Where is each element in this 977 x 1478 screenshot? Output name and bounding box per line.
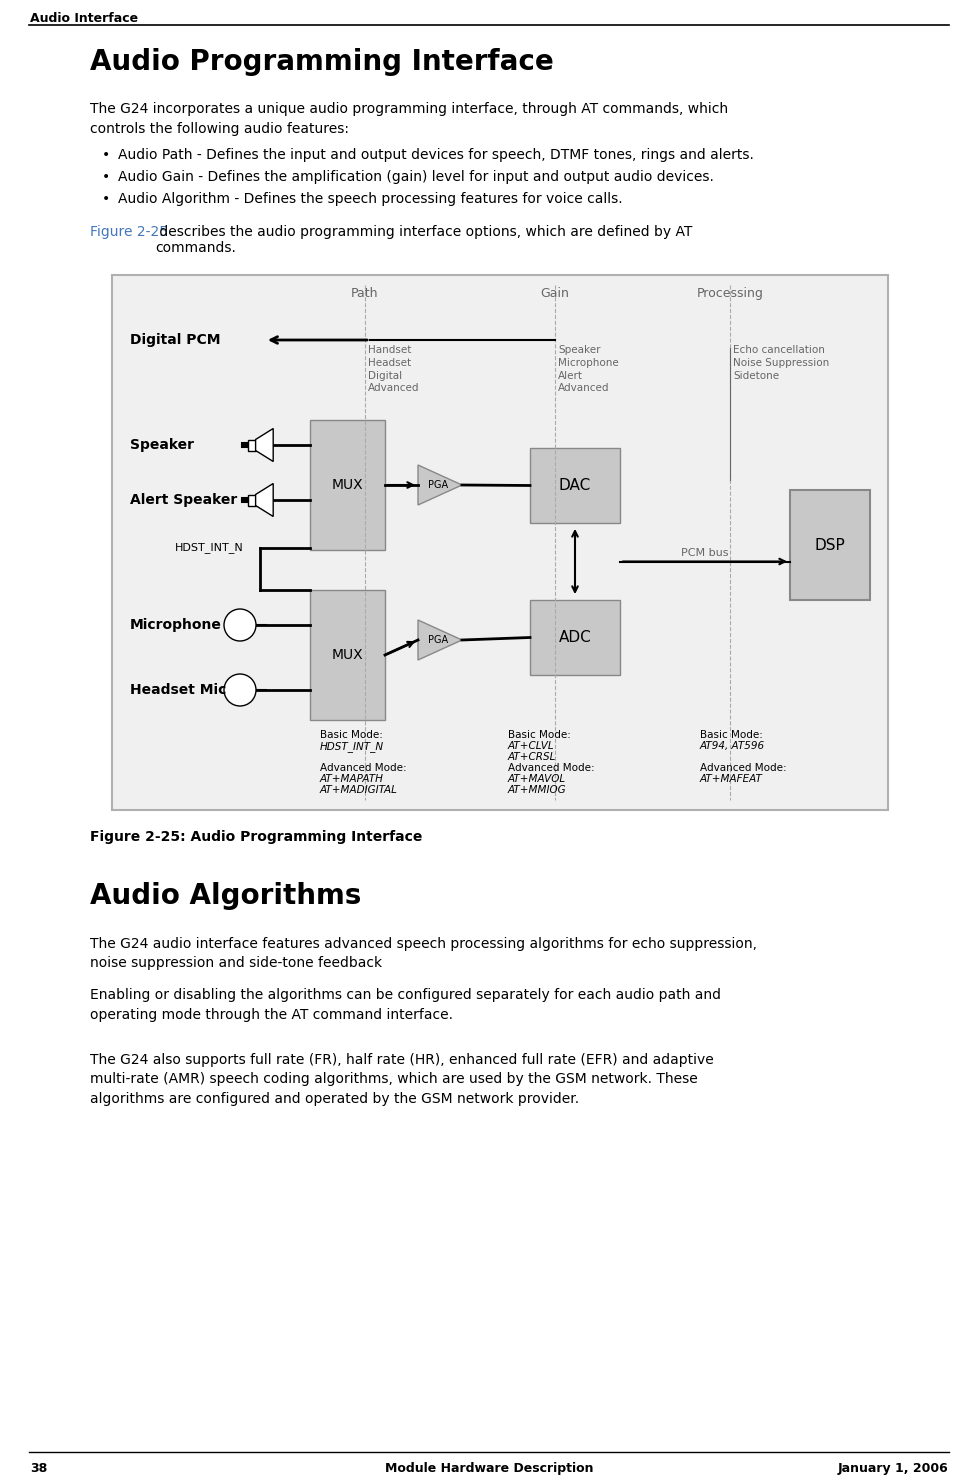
Polygon shape [255, 483, 273, 516]
Circle shape [224, 674, 256, 706]
Text: Digital PCM: Digital PCM [130, 333, 220, 347]
Text: DAC: DAC [558, 477, 590, 494]
Text: Advanced Mode:: Advanced Mode: [507, 763, 594, 773]
Text: Enabling or disabling the algorithms can be configured separately for each audio: Enabling or disabling the algorithms can… [90, 987, 720, 1021]
Polygon shape [255, 429, 273, 461]
Text: AT+MMIOG: AT+MMIOG [507, 785, 566, 795]
Text: The G24 incorporates a unique audio programming interface, through AT commands, : The G24 incorporates a unique audio prog… [90, 102, 728, 136]
Text: •: • [102, 192, 110, 205]
Text: Speaker: Speaker [130, 437, 193, 452]
Text: Handset
Headset
Digital
Advanced: Handset Headset Digital Advanced [367, 344, 419, 393]
Text: Headset Mic: Headset Mic [130, 683, 226, 698]
Text: 38: 38 [30, 1462, 47, 1475]
Text: Audio Programming Interface: Audio Programming Interface [90, 47, 553, 75]
Text: Speaker
Microphone
Alert
Advanced: Speaker Microphone Alert Advanced [558, 344, 618, 393]
Text: Echo cancellation
Noise Suppression
Sidetone: Echo cancellation Noise Suppression Side… [732, 344, 828, 381]
Text: PGA: PGA [428, 480, 447, 491]
Text: AT+MAPATH: AT+MAPATH [319, 774, 384, 783]
Bar [247, 495, 255, 505]
Text: AT+MAFEAT: AT+MAFEAT [700, 774, 762, 783]
Text: HDST_INT_N: HDST_INT_N [319, 740, 384, 752]
Circle shape [224, 609, 256, 641]
Text: Basic Mode:: Basic Mode: [507, 730, 571, 740]
Text: AT+MAVOL: AT+MAVOL [507, 774, 566, 783]
Text: PGA: PGA [428, 636, 447, 644]
Bar [247, 439, 255, 451]
Text: Figure 2-25: Figure 2-25 [90, 225, 168, 239]
Bar [530, 600, 619, 675]
Text: The G24 audio interface features advanced speech processing algorithms for echo : The G24 audio interface features advance… [90, 937, 756, 971]
Text: Audio Algorithms: Audio Algorithms [90, 882, 361, 910]
Text: Audio Gain - Defines the amplification (gain) level for input and output audio d: Audio Gain - Defines the amplification (… [118, 170, 713, 183]
Text: •: • [102, 148, 110, 163]
Text: MUX: MUX [331, 647, 362, 662]
Bar [530, 448, 619, 523]
Text: PCM bus: PCM bus [681, 547, 728, 557]
Text: Processing: Processing [696, 287, 763, 300]
Text: ADC: ADC [558, 630, 591, 644]
Text: AT+MADIGITAL: AT+MADIGITAL [319, 785, 398, 795]
Text: Figure 2-25: Audio Programming Interface: Figure 2-25: Audio Programming Interface [90, 831, 422, 844]
Text: Audio Interface: Audio Interface [30, 12, 138, 25]
Text: Basic Mode:: Basic Mode: [700, 730, 762, 740]
Text: AT94, AT596: AT94, AT596 [700, 740, 764, 751]
Bar [310, 420, 385, 550]
Text: January 1, 2006: January 1, 2006 [836, 1462, 947, 1475]
Text: •: • [102, 170, 110, 183]
Text: Alert Speaker: Alert Speaker [130, 494, 237, 507]
Text: MUX: MUX [331, 477, 362, 492]
Polygon shape [417, 466, 461, 505]
Text: Advanced Mode:: Advanced Mode: [700, 763, 786, 773]
Text: AT+CLVL: AT+CLVL [507, 740, 554, 751]
Text: describes the audio programming interface options, which are defined by AT
comma: describes the audio programming interfac… [154, 225, 692, 256]
Bar [112, 275, 887, 810]
Text: Microphone: Microphone [130, 618, 222, 633]
Text: Audio Path - Defines the input and output devices for speech, DTMF tones, rings : Audio Path - Defines the input and outpu… [118, 148, 753, 163]
Text: DSP: DSP [814, 538, 844, 553]
Text: Module Hardware Description: Module Hardware Description [384, 1462, 593, 1475]
Bar [310, 590, 385, 720]
Text: Gain: Gain [540, 287, 569, 300]
Text: HDST_INT_N: HDST_INT_N [175, 542, 243, 553]
Text: AT+CRSL: AT+CRSL [507, 752, 556, 763]
Text: The G24 also supports full rate (FR), half rate (HR), enhanced full rate (EFR) a: The G24 also supports full rate (FR), ha… [90, 1052, 713, 1106]
Text: Advanced Mode:: Advanced Mode: [319, 763, 406, 773]
Bar [789, 491, 870, 600]
Text: Audio Algorithm - Defines the speech processing features for voice calls.: Audio Algorithm - Defines the speech pro… [118, 192, 622, 205]
Text: Basic Mode:: Basic Mode: [319, 730, 382, 740]
Polygon shape [417, 619, 461, 661]
Text: Path: Path [351, 287, 378, 300]
